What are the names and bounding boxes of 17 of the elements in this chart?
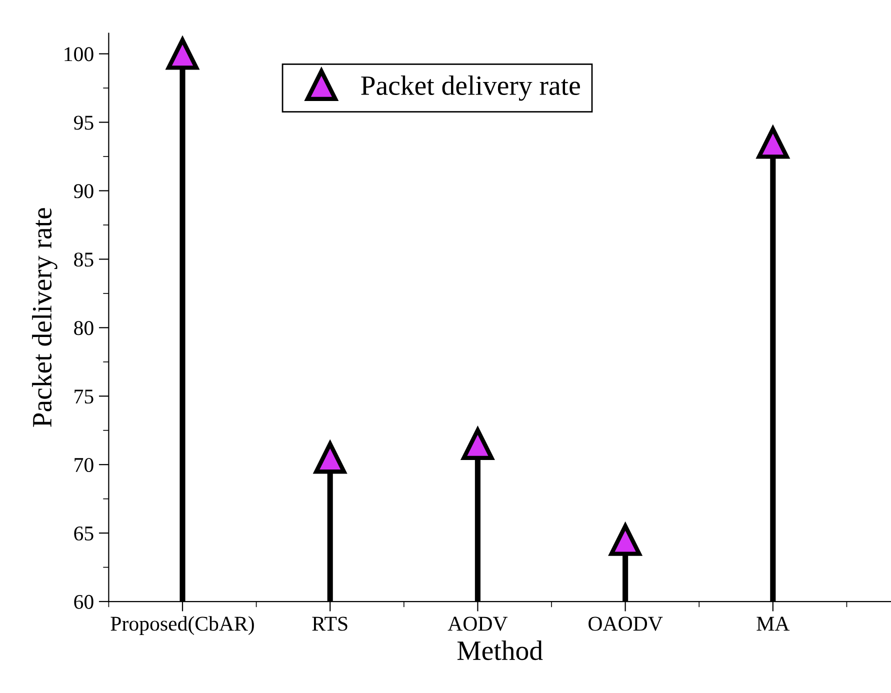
y-tick-label: 100 <box>64 47 94 62</box>
x-tick-label: AODV <box>448 616 508 631</box>
y-tick-label: 95 <box>74 116 94 130</box>
y-tick-label: 65 <box>74 526 94 540</box>
x-tick-label: MA <box>756 616 790 631</box>
x-tick-label: Proposed(CbAR) <box>110 616 254 635</box>
y-tick-label: 80 <box>74 321 94 336</box>
legend-label: Packet delivery rate <box>361 75 580 101</box>
y-tick-label: 90 <box>74 184 94 198</box>
x-axis-title: Method <box>457 640 543 660</box>
y-tick-label: 60 <box>74 594 94 609</box>
y-tick-label: 85 <box>74 252 94 267</box>
x-tick-label: RTS <box>312 616 348 631</box>
x-tick-label: OAODV <box>588 616 663 631</box>
y-tick-label: 70 <box>74 458 94 472</box>
y-tick-label: 75 <box>74 390 94 404</box>
y-axis-title: Packet delivery rate <box>32 208 58 427</box>
